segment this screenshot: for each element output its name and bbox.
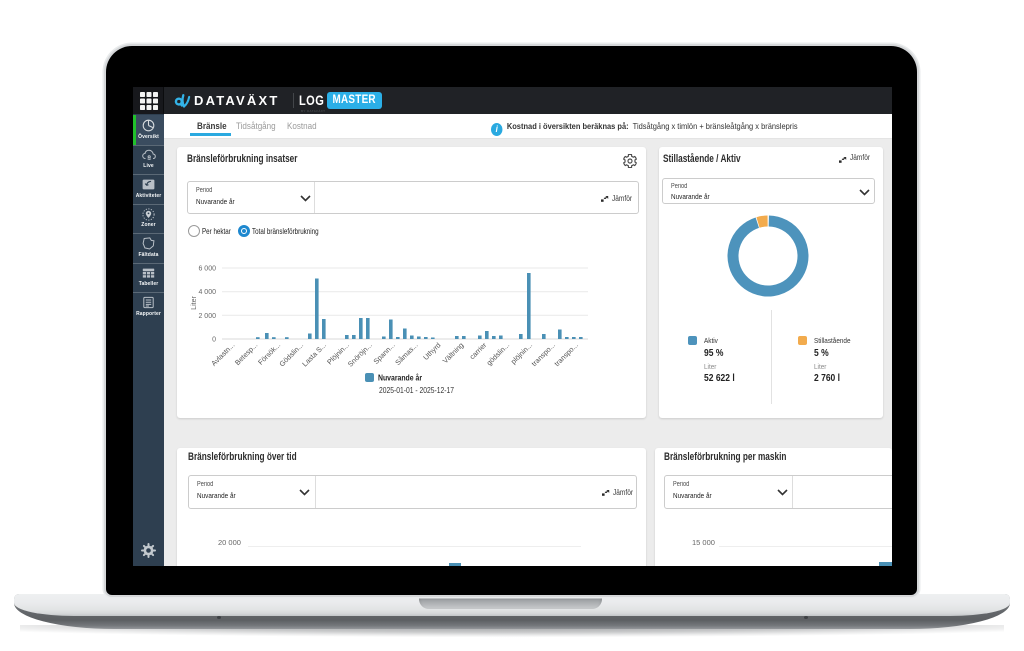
svg-text:transpo...: transpo... [529,341,557,369]
svg-text:Nuvarande år: Nuvarande år [378,374,422,383]
svg-text:Betesp...: Betesp... [233,341,259,367]
svg-text:transpo...: transpo... [552,341,580,369]
svg-text:2025-01-01 - 2025-12-17: 2025-01-01 - 2025-12-17 [379,386,454,395]
svg-text:2 000: 2 000 [198,313,216,320]
svg-text:Liter: Liter [191,296,198,310]
svg-text:Vältning: Vältning [441,341,466,366]
svg-text:Snöröjn...: Snöröjn... [346,341,374,369]
svg-text:Spann...: Spann... [371,341,396,366]
svg-text:Avlastn...: Avlastn... [209,341,236,368]
svg-text:Såmas...: Såmas... [393,341,419,367]
svg-text:gödslin...: gödslin... [484,341,511,368]
svg-text:Lasta S...: Lasta S... [300,341,328,369]
svg-text:carrier: carrier [468,340,489,361]
svg-text:4 000: 4 000 [198,289,216,296]
svg-text:Uthyrd: Uthyrd [421,341,442,362]
svg-text:Gödslin...: Gödslin... [277,341,305,369]
svg-text:0: 0 [212,337,216,344]
svg-text:6 000: 6 000 [198,266,216,273]
